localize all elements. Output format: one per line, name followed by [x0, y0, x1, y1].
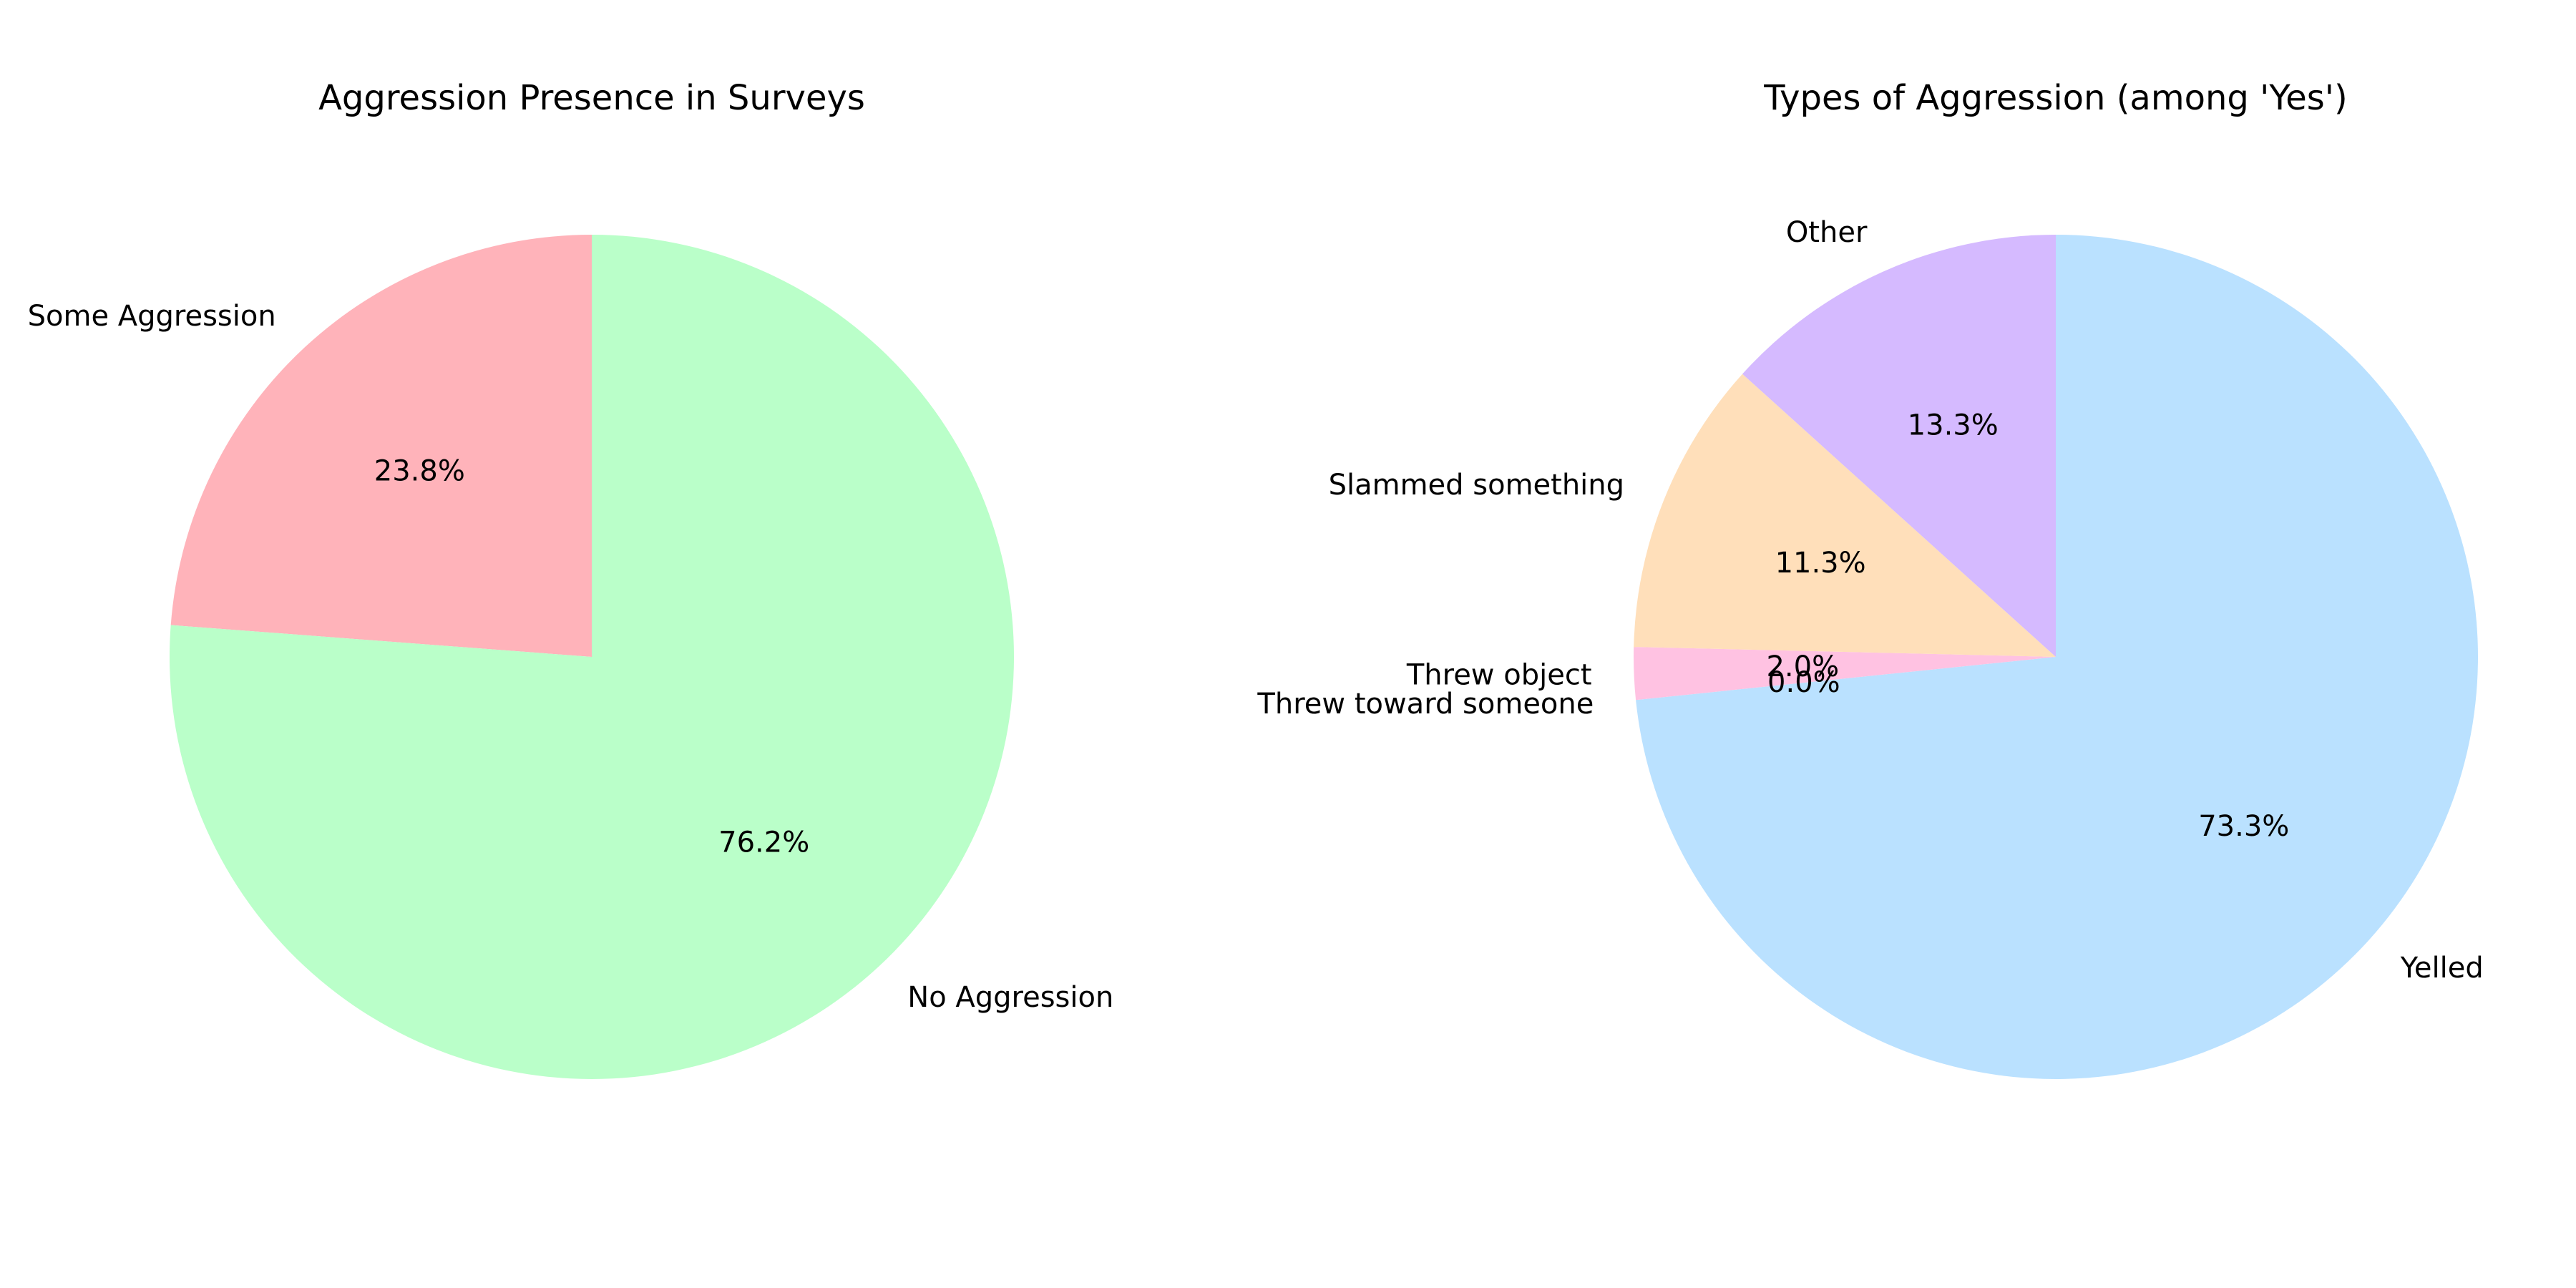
pie-chart-aggression-presence: Aggression Presence in Surveys Some Aggr… [28, 78, 1114, 1080]
slice-label-yelled: Yelled [2400, 952, 2484, 985]
slice-label-other: Other [1786, 216, 1868, 249]
pie-labels: Some Aggression 23.8% No Aggression 76.2% [28, 300, 1114, 1014]
pie-slice-no-aggression [170, 235, 1015, 1080]
pie-slice-yelled [1636, 235, 2478, 1079]
pie-slices [1634, 235, 2478, 1079]
pie-labels: Yelled 73.3% Threw toward someone 0.0% Threw… [1257, 216, 2483, 985]
chart-title: Aggression Presence in Surveys [318, 78, 865, 118]
slice-pct-threw-toward-someone: 0.0% [1767, 666, 1840, 699]
pie-slice-slammed-something [1634, 374, 2056, 657]
pie-slices [170, 235, 1015, 1080]
pie-slice-threw-object [1634, 647, 2056, 701]
pie-chart-aggression-types: Types of Aggression (among 'Yes') Yelled… [1257, 78, 2484, 1079]
chart-title: Types of Aggression (among 'Yes') [1763, 78, 2347, 118]
slice-pct-no-aggression: 76.2% [718, 826, 809, 859]
slice-pct-yelled: 73.3% [2198, 810, 2289, 843]
slice-label-threw-toward-someone: Threw toward someone [1257, 688, 1594, 721]
pie-slice-other [1742, 235, 2056, 657]
slice-label-threw-object: Threw object [1406, 659, 1592, 692]
slice-label-some-aggression: Some Aggression [28, 300, 276, 333]
slice-pct-slammed-something: 11.3% [1775, 547, 1866, 580]
slice-label-no-aggression: No Aggression [907, 981, 1113, 1014]
slice-pct-other: 13.3% [1908, 409, 1999, 442]
slice-label-slammed-something: Slammed something [1329, 469, 1624, 502]
pie-slice-some-aggression [170, 235, 592, 657]
slice-pct-some-aggression: 23.8% [374, 454, 465, 487]
slice-pct-threw-object: 2.0% [1766, 650, 1839, 683]
